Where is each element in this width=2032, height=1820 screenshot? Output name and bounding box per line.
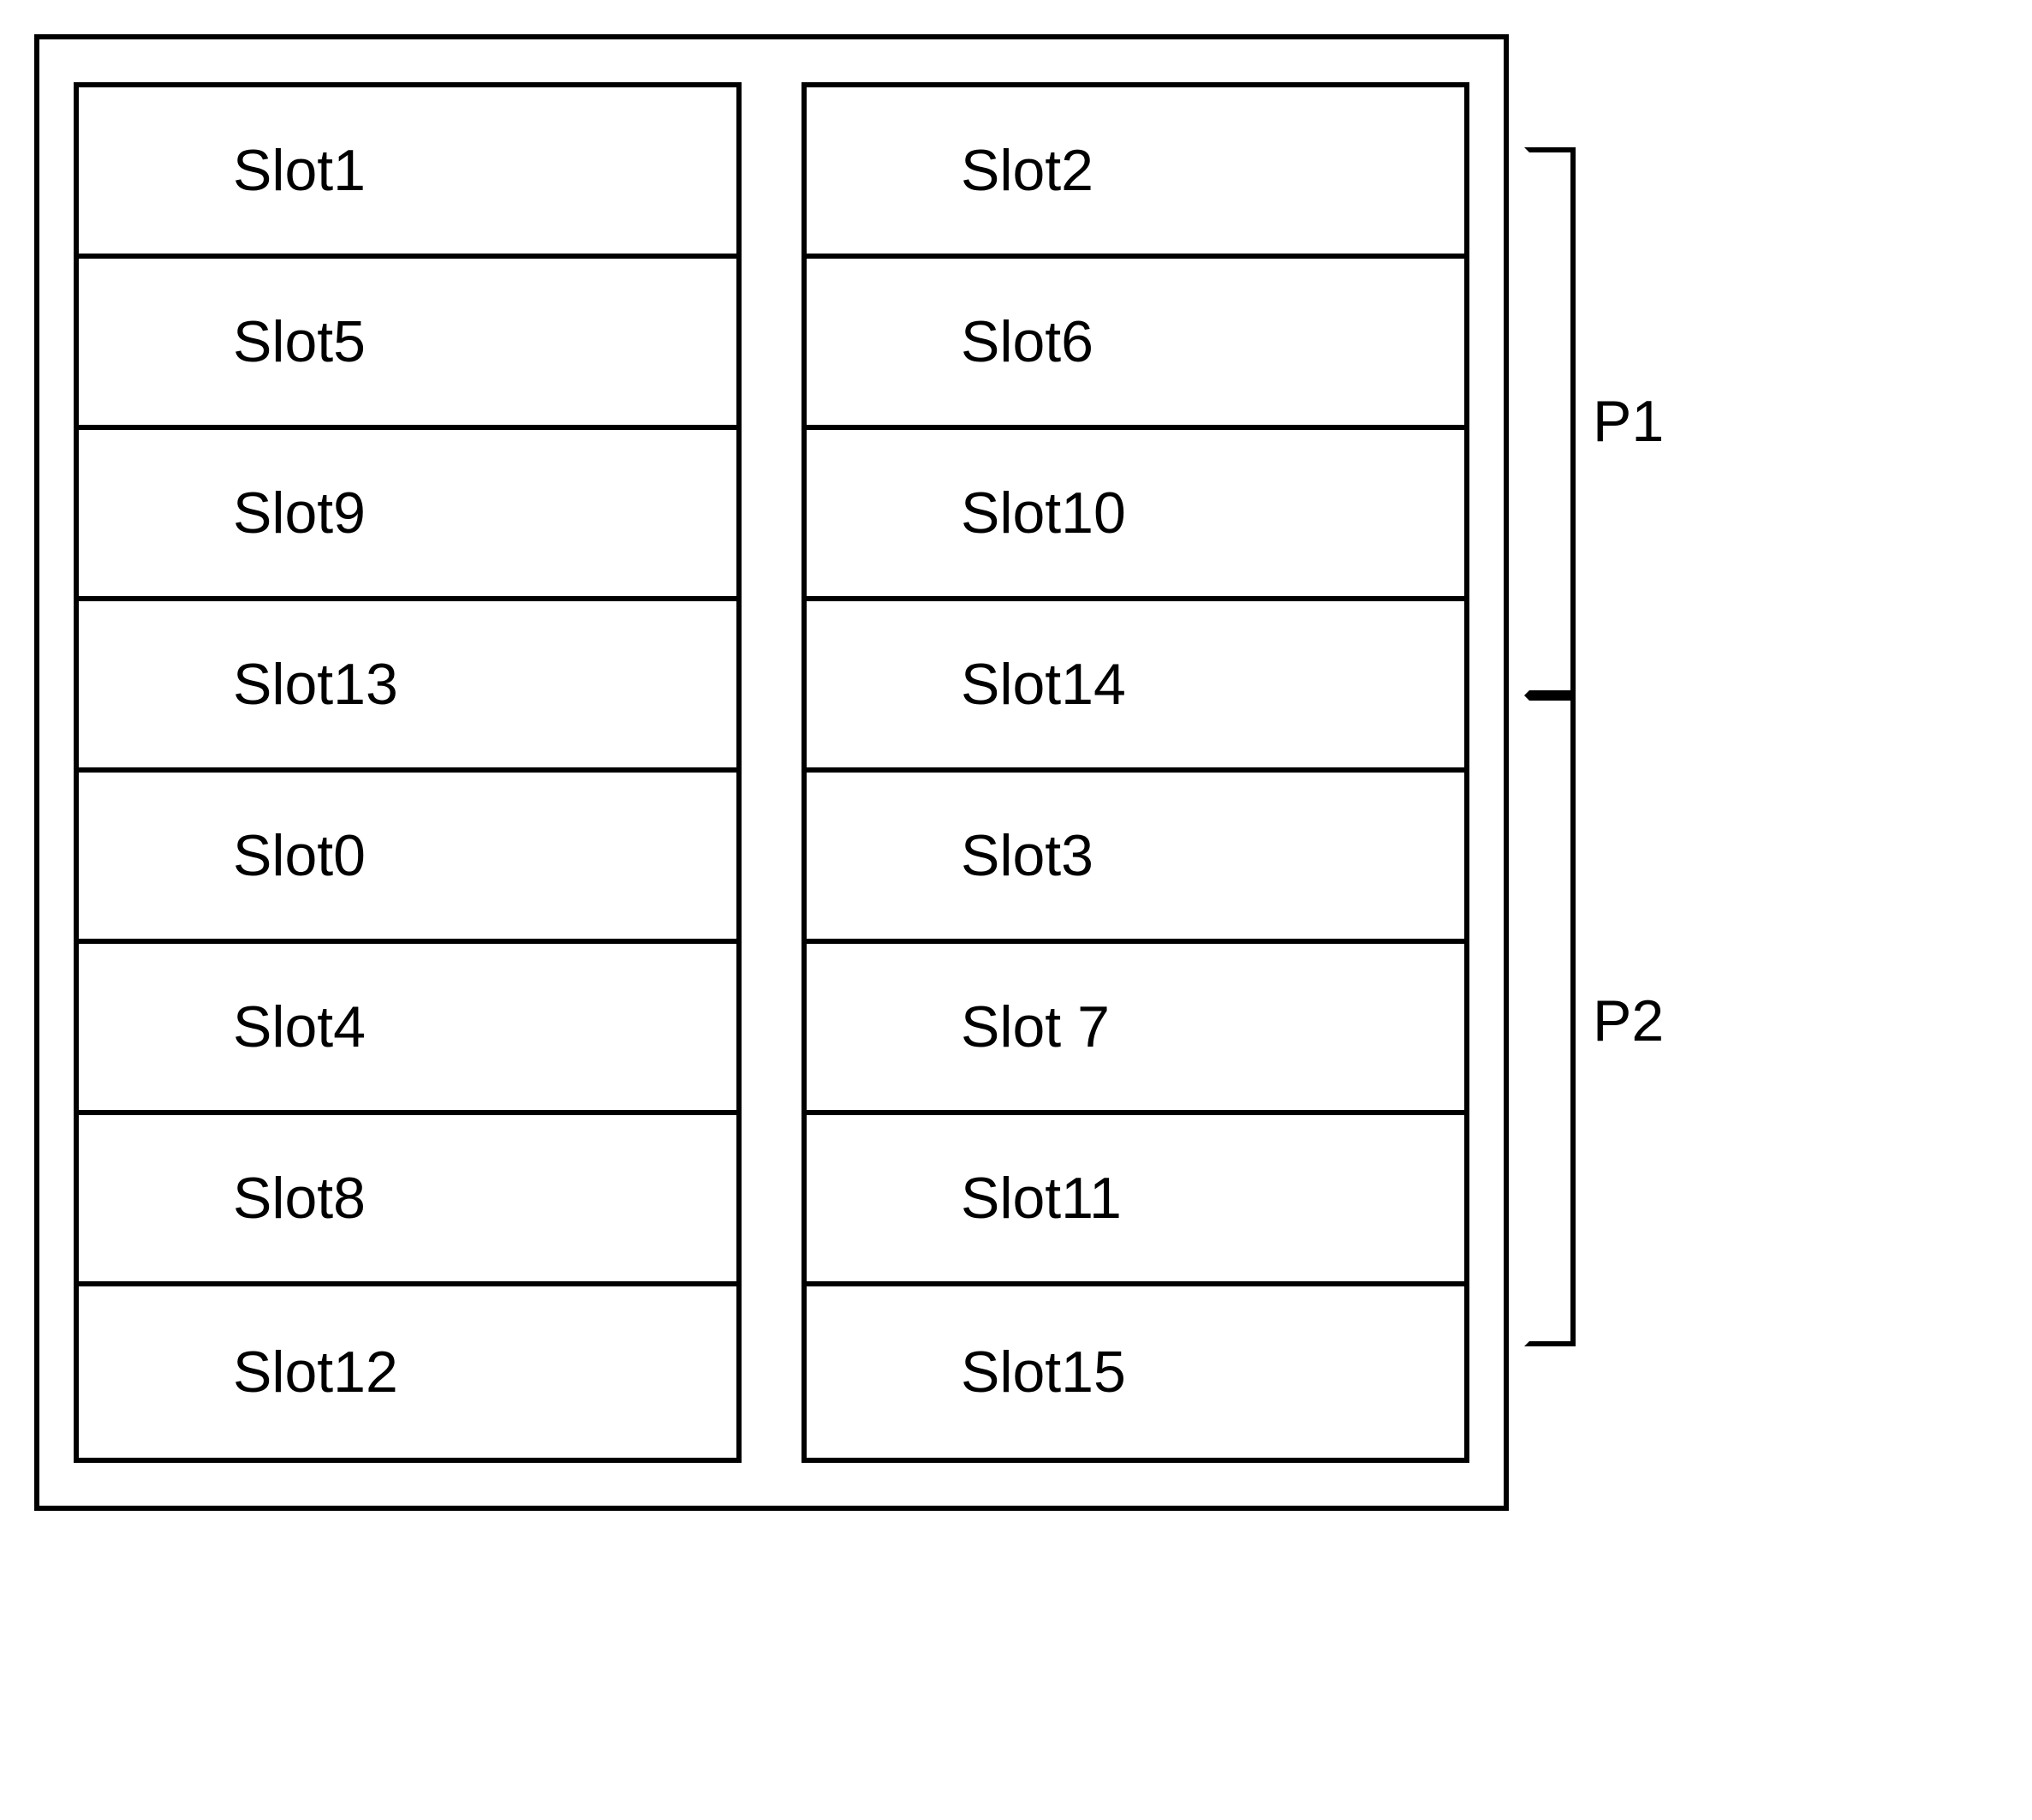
slot-label: Slot6 [961, 308, 1093, 375]
slot-cell: Slot0 [79, 773, 736, 944]
slot-column-right: Slot2 Slot6 Slot10 Slot14 Slot3 Slot 7 S… [801, 82, 1469, 1463]
slot-label: Slot5 [233, 308, 366, 375]
slot-cell: Slot2 [807, 87, 1464, 259]
slot-cell: Slot4 [79, 944, 736, 1115]
slot-cell: Slot8 [79, 1115, 736, 1286]
slot-label: Slot3 [961, 822, 1093, 889]
slot-cell: Slot15 [807, 1286, 1464, 1458]
slot-label: Slot10 [961, 480, 1126, 546]
connector-tab-p2 [1524, 695, 1576, 1346]
slot-cell: Slot14 [807, 601, 1464, 773]
connector-label-p1: P1 [1593, 388, 1664, 455]
slot-label: Slot9 [233, 480, 366, 546]
slot-diagram: Slot1 Slot5 Slot9 Slot13 Slot0 Slot4 Slo… [34, 34, 1998, 1511]
slot-column-left: Slot1 Slot5 Slot9 Slot13 Slot0 Slot4 Slo… [74, 82, 742, 1463]
connector-p2: P2 [1529, 695, 1664, 1346]
connector-label-p2: P2 [1593, 988, 1664, 1054]
slot-label: Slot12 [233, 1339, 398, 1405]
slot-label: Slot13 [233, 651, 398, 718]
slot-label: Slot4 [233, 994, 366, 1060]
slot-label: Slot8 [233, 1165, 366, 1232]
slot-cell: Slot 7 [807, 944, 1464, 1115]
slot-cell: Slot12 [79, 1286, 736, 1458]
connector-p1: P1 [1529, 147, 1664, 695]
slot-label: Slot14 [961, 651, 1126, 718]
main-board: Slot1 Slot5 Slot9 Slot13 Slot0 Slot4 Slo… [34, 34, 1509, 1511]
slot-label: Slot11 [961, 1165, 1122, 1232]
slot-cell: Slot11 [807, 1115, 1464, 1286]
slot-label: Slot0 [233, 822, 366, 889]
slot-cell: Slot10 [807, 430, 1464, 601]
connector-area: P1 P2 [1529, 96, 1664, 1449]
slot-cell: Slot6 [807, 259, 1464, 430]
connector-tab-p1 [1524, 147, 1576, 695]
slot-label: Slot15 [961, 1339, 1126, 1405]
slot-label: Slot1 [233, 137, 366, 204]
slot-label: Slot2 [961, 137, 1093, 204]
slot-cell: Slot3 [807, 773, 1464, 944]
slot-cell: Slot1 [79, 87, 736, 259]
slot-label: Slot 7 [961, 994, 1110, 1060]
slot-cell: Slot9 [79, 430, 736, 601]
slot-cell: Slot13 [79, 601, 736, 773]
slot-cell: Slot5 [79, 259, 736, 430]
